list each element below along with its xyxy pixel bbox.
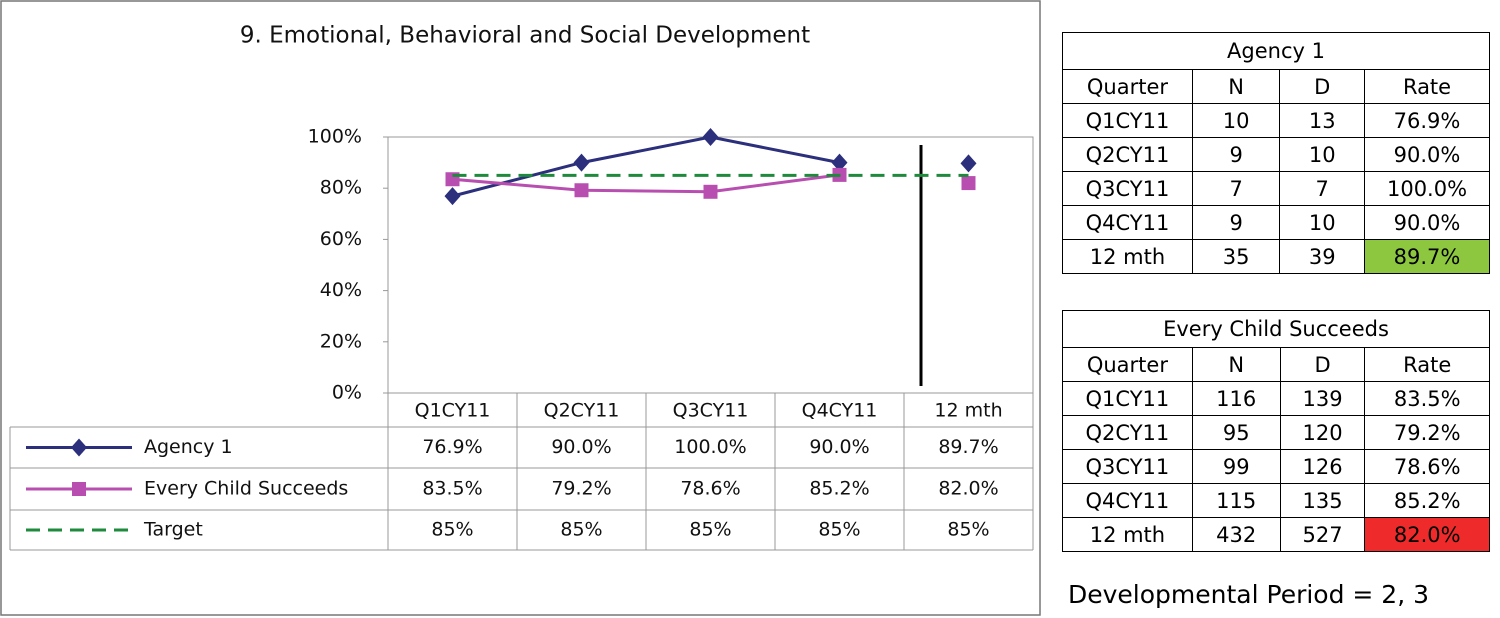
value-label: 85.2% [809, 478, 869, 500]
x-tick-label: 12 mth [934, 400, 1002, 422]
value-label: 85% [431, 519, 473, 541]
table-cell: Rate [1364, 69, 1490, 104]
table-cell: 90.0% [1364, 205, 1490, 240]
table-cell: 39 [1279, 239, 1366, 274]
table-cell: 99 [1191, 449, 1281, 484]
table-cell: D [1279, 347, 1366, 382]
marker [574, 183, 589, 198]
table-cell: 115 [1191, 483, 1281, 518]
marker [703, 184, 718, 199]
table-cell: 10 [1279, 137, 1366, 172]
y-tick-label: 80% [320, 177, 362, 199]
x-tick-label: Q4CY11 [802, 400, 878, 422]
marker [72, 482, 86, 496]
x-tick-label: Q1CY11 [415, 400, 491, 422]
table-cell: N [1191, 69, 1281, 104]
table-cell: Quarter [1062, 69, 1193, 104]
table-cell: 79.2% [1364, 415, 1490, 450]
chart-title: 9. Emotional, Behavioral and Social Deve… [240, 23, 810, 49]
table-cell: Quarter [1062, 347, 1193, 382]
table-cell: Q4CY11 [1062, 483, 1193, 518]
marker [71, 438, 87, 457]
table-cell: 12 mth [1062, 239, 1193, 274]
value-label: 85% [560, 519, 602, 541]
value-label: 85% [818, 519, 860, 541]
y-tick-label: 40% [320, 279, 362, 301]
value-label: 90.0% [551, 436, 611, 458]
table-cell: 35 [1191, 239, 1281, 274]
table-cell: 10 [1191, 103, 1281, 138]
agency-table: Agency 1 Quarter N D Rate Q1CY11 10 13 76.9% Q2CY… [1062, 32, 1490, 274]
table-cell: 126 [1279, 449, 1366, 484]
table-cell: 7 [1279, 171, 1366, 206]
table-cell: Q3CY11 [1062, 171, 1193, 206]
table-cell: N [1191, 347, 1281, 382]
chart: 9. Emotional, Behavioral and Social Deve… [0, 0, 1041, 616]
marker [831, 153, 848, 172]
value-label: 85% [689, 519, 731, 541]
table-cell: Q4CY11 [1062, 205, 1193, 240]
y-tick-label: 60% [320, 228, 362, 250]
y-tick-label: 20% [320, 330, 362, 352]
marker [702, 128, 719, 146]
legend-label: Every Child Succeeds [144, 478, 348, 500]
table-cell: 120 [1279, 415, 1366, 450]
value-label: 90.0% [809, 436, 869, 458]
table-cell: 13 [1279, 103, 1366, 138]
value-label: 100.0% [674, 436, 746, 458]
value-label: 76.9% [422, 436, 482, 458]
marker [961, 176, 976, 191]
table-cell: Agency 1 [1062, 32, 1490, 70]
table-cell: 10 [1279, 205, 1366, 240]
marker [573, 153, 590, 172]
table-cell: 135 [1279, 483, 1366, 518]
table-cell: 139 [1279, 381, 1366, 416]
table-cell: 9 [1191, 137, 1281, 172]
table-cell: Q1CY11 [1062, 103, 1193, 138]
value-label: 79.2% [551, 478, 611, 500]
chart-frame [0, 0, 1041, 616]
table-cell: Q2CY11 [1062, 415, 1193, 450]
table-cell: Q1CY11 [1062, 381, 1193, 416]
y-tick-label: 100% [308, 126, 362, 148]
table-cell: 116 [1191, 381, 1281, 416]
marker [444, 187, 461, 206]
table-cell: Every Child Succeeds [1062, 310, 1490, 348]
marker [960, 154, 977, 173]
table-cell: 527 [1279, 517, 1366, 552]
value-label: 85% [947, 519, 989, 541]
x-tick-label: Q3CY11 [673, 400, 749, 422]
table-cell: 85.2% [1364, 483, 1490, 518]
table-cell: Q3CY11 [1062, 449, 1193, 484]
value-label: 89.7% [938, 436, 998, 458]
value-label: 83.5% [422, 478, 482, 500]
legend-label: Agency 1 [144, 436, 233, 458]
table-cell: 82.0% [1364, 517, 1490, 552]
table-cell: 12 mth [1062, 517, 1193, 552]
table-cell: 432 [1191, 517, 1281, 552]
x-tick-label: Q2CY11 [544, 400, 620, 422]
table-cell: D [1279, 69, 1366, 104]
value-label: 78.6% [680, 478, 740, 500]
series-line [452, 135, 840, 198]
table-cell: 76.9% [1364, 103, 1490, 138]
table-cell: 7 [1191, 171, 1281, 206]
ecs-table: Every Child Succeeds Quarter N D Rate Q1CY11 1… [1062, 310, 1490, 552]
table-cell: 95 [1191, 415, 1281, 450]
table-cell: Q2CY11 [1062, 137, 1193, 172]
value-label: 82.0% [938, 478, 998, 500]
table-cell: Rate [1364, 347, 1490, 382]
table-cell: 90.0% [1364, 137, 1490, 172]
legend-label: Target [143, 519, 203, 541]
table-cell: 83.5% [1364, 381, 1490, 416]
y-tick-label: 0% [332, 382, 362, 404]
table-cell: 100.0% [1364, 171, 1490, 206]
table-cell: 78.6% [1364, 449, 1490, 484]
footnote: Developmental Period = 2, 3 [1068, 580, 1430, 609]
series-line [452, 173, 840, 194]
table-cell: 9 [1191, 205, 1281, 240]
table-cell: 89.7% [1364, 239, 1490, 274]
